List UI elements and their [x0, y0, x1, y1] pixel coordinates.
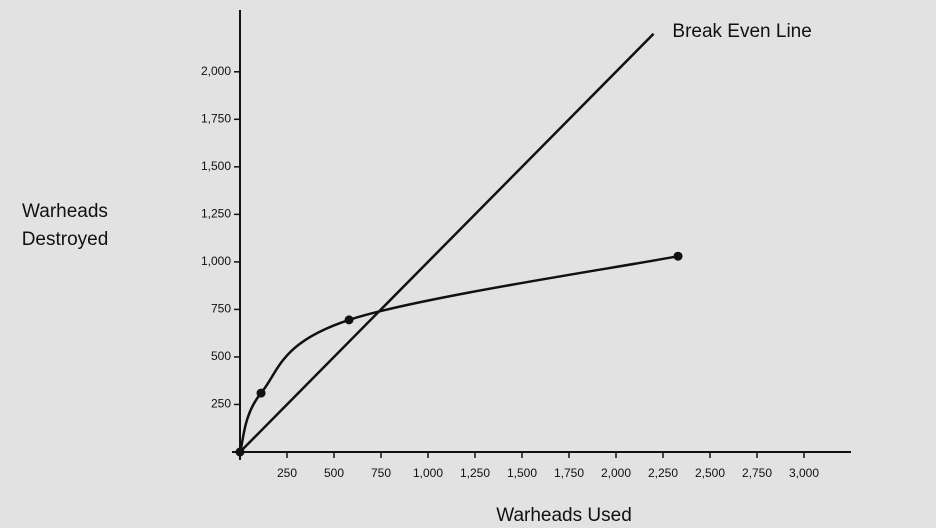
- y-tick-label: 1,750: [201, 111, 231, 125]
- x-tick-label: 3,000: [789, 466, 819, 480]
- y-tick-label: 500: [211, 349, 231, 363]
- x-tick-label: 750: [371, 466, 391, 480]
- x-tick-label: 2,750: [742, 466, 772, 480]
- x-tick-label: 250: [277, 466, 297, 480]
- x-axis-label: Warheads Used: [496, 505, 632, 526]
- x-tick-label: 1,500: [507, 466, 537, 480]
- x-tick-label: 1,750: [554, 466, 584, 480]
- y-tick-label: 750: [211, 302, 231, 316]
- y-tick-label: 250: [211, 397, 231, 411]
- y-tick-label: 1,250: [201, 207, 231, 221]
- point: [673, 251, 683, 261]
- annotation: Break Even Line: [672, 21, 811, 42]
- x-tick-label: 2,250: [648, 466, 678, 480]
- line: [239, 32, 655, 453]
- point: [256, 388, 266, 398]
- x-tick-label: 2,500: [695, 466, 725, 480]
- y-tick-label: 2,000: [201, 64, 231, 78]
- y-tick-label: 1,500: [201, 159, 231, 173]
- point: [235, 447, 245, 457]
- y-tick-label: 1,000: [201, 254, 231, 268]
- x-tick-label: 1,250: [460, 466, 490, 480]
- point: [344, 315, 354, 325]
- x-tick-label: 2,000: [601, 466, 631, 480]
- x-tick-label: 1,000: [413, 466, 443, 480]
- y-axis-label: Destroyed: [22, 229, 109, 250]
- y-axis-label: Warheads: [22, 201, 108, 222]
- x-tick-label: 500: [324, 466, 344, 480]
- line: [238, 254, 679, 453]
